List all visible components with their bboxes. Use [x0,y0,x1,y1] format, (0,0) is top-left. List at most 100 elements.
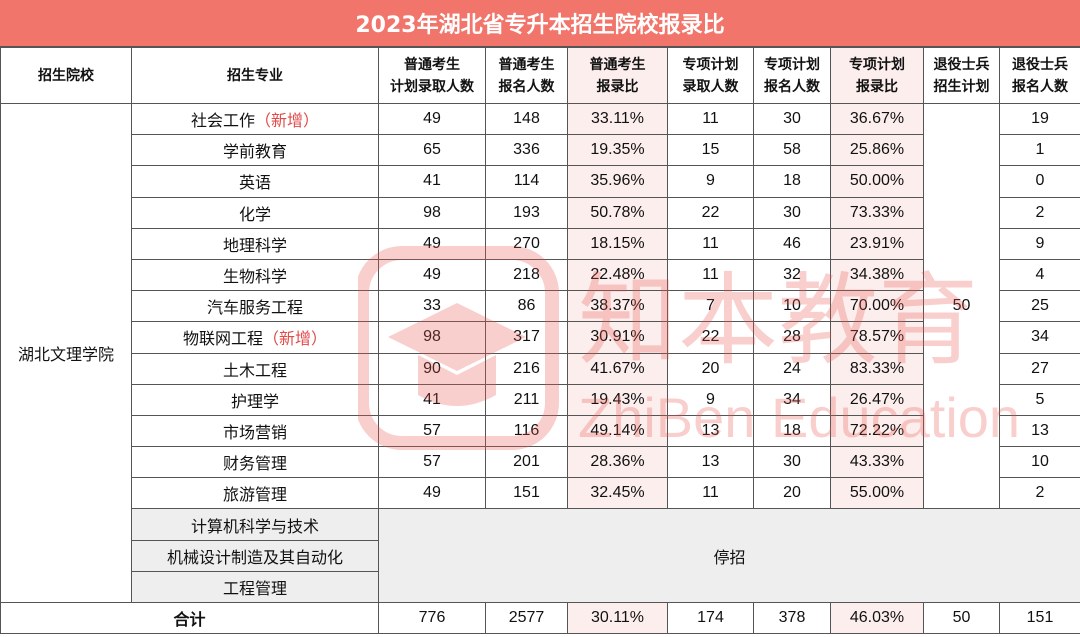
regular-ratio-cell: 22.48% [567,258,668,292]
major-name: 护理学 [131,383,379,416]
table-row: 生物科学 49 218 22.48% 11 32 34.38% 4 [1,258,1080,292]
header-regular-plan: 普通考生 计划录取人数 [378,47,486,104]
total-regular-applicants: 2577 [485,601,568,635]
veteran-applicants-cell: 2 [999,477,1080,510]
regular-ratio-cell: 33.11% [567,102,668,136]
special-applicants-cell: 20 [753,477,831,510]
regular-plan-cell: 57 [378,446,486,479]
table-row: 化学 98 193 50.78% 22 30 73.33% 2 [1,196,1080,229]
regular-plan-cell: 49 [378,227,486,260]
major-label: 旅游管理 [222,485,287,505]
total-regular-plan: 776 [378,601,486,635]
total-special-ratio: 46.03% [830,601,924,635]
special-ratio-cell: 43.33% [830,446,924,479]
table-body: 湖北文理学院 社会工作（新增） 49 148 33.11% 11 30 36.67% 50 19 学… [0,102,1080,635]
special-plan-cell: 9 [667,165,754,198]
veteran-applicants-cell: 0 [999,165,1080,198]
regular-applicants-cell: 216 [485,352,568,385]
special-plan-cell: 15 [667,134,754,167]
special-ratio-cell: 50.00% [830,165,924,198]
regular-applicants-cell: 86 [485,290,568,323]
regular-ratio-cell: 30.91% [567,321,668,354]
veteran-applicants-cell: 4 [999,258,1080,292]
major-name: 化学 [131,196,379,229]
regular-plan-cell: 57 [378,414,486,448]
major-name: 物联网工程（新增） [131,321,379,354]
veteran-applicants-cell: 34 [999,321,1080,354]
major-name: 旅游管理 [131,477,379,510]
header-special-applicants: 专项计划 报名人数 [753,47,831,104]
regular-ratio-cell: 38.37% [567,290,668,323]
total-special-applicants: 378 [753,601,831,635]
major-name: 地理科学 [131,227,379,260]
regular-applicants-cell: 336 [485,134,568,167]
special-ratio-cell: 26.47% [830,383,924,416]
regular-applicants-cell: 148 [485,102,568,136]
special-ratio-cell: 36.67% [830,102,924,136]
table-row: 财务管理 57 201 28.36% 13 30 43.33% 10 [1,446,1080,479]
special-ratio-cell: 23.91% [830,227,924,260]
major-label: 社会工作 [190,111,255,131]
veteran-applicants-cell: 9 [999,227,1080,260]
regular-plan-cell: 49 [378,258,486,292]
table-row: 英语 41 114 35.96% 9 18 50.00% 0 [1,165,1080,198]
stopped-label: 停招 [378,508,1080,603]
total-special-plan: 174 [667,601,754,635]
new-tag: （新增） [255,111,320,131]
special-ratio-cell: 34.38% [830,258,924,292]
regular-plan-cell: 90 [378,352,486,385]
stopped-major-name: 机械设计制造及其自动化 [131,539,379,572]
special-plan-cell: 22 [667,321,754,354]
regular-plan-cell: 41 [378,383,486,416]
regular-applicants-cell: 218 [485,258,568,292]
regular-ratio-cell: 35.96% [567,165,668,198]
stopped-major-name: 工程管理 [131,570,379,604]
table-row: 市场营销 57 116 49.14% 13 18 72.22% 13 [1,414,1080,448]
special-plan-cell: 11 [667,227,754,260]
table-row: 护理学 41 211 19.43% 9 34 26.47% 5 [1,383,1080,416]
special-plan-cell: 7 [667,290,754,323]
special-applicants-cell: 30 [753,446,831,479]
special-plan-cell: 13 [667,414,754,448]
special-applicants-cell: 10 [753,290,831,323]
special-applicants-cell: 34 [753,383,831,416]
total-row: 合计 776 2577 30.11% 174 378 46.03% 50 151 [0,601,1080,635]
header-special-ratio: 专项计划 报录比 [830,47,924,104]
regular-ratio-cell: 18.15% [567,227,668,260]
special-applicants-cell: 18 [753,165,831,198]
regular-ratio-cell: 28.36% [567,446,668,479]
veteran-applicants-cell: 27 [999,352,1080,385]
regular-applicants-cell: 317 [485,321,568,354]
veteran-plan-cell: 50 [923,102,1000,510]
special-ratio-cell: 70.00% [830,290,924,323]
special-applicants-cell: 30 [753,196,831,229]
regular-applicants-cell: 270 [485,227,568,260]
header-special-plan: 专项计划 录取人数 [667,47,754,104]
table-row: 湖北文理学院 社会工作（新增） 49 148 33.11% 11 30 36.67% 50 19 [0,102,1080,603]
header-row: 招生院校 招生专业 普通考生 计划录取人数 普通考生 报名人数 普通考生 报录比 专项… [0,47,1080,104]
major-name: 财务管理 [131,446,379,479]
special-plan-cell: 9 [667,383,754,416]
special-applicants-cell: 28 [753,321,831,354]
table-row: 汽车服务工程 33 86 38.37% 7 10 70.00% 25 [1,290,1080,323]
special-applicants-cell: 24 [753,352,831,385]
regular-applicants-cell: 116 [485,414,568,448]
total-label: 合计 [0,601,379,635]
major-name: 汽车服务工程 [131,290,379,323]
special-plan-cell: 11 [667,102,754,136]
regular-applicants-cell: 211 [485,383,568,416]
major-label: 生物科学 [222,267,287,287]
veteran-applicants-cell: 2 [999,196,1080,229]
regular-ratio-cell: 19.35% [567,134,668,167]
regular-ratio-cell: 49.14% [567,414,668,448]
table-title: 2023年湖北省专升本招生院校报录比 [0,0,1080,47]
school-name: 湖北文理学院 [0,103,132,603]
regular-plan-cell: 49 [378,102,486,136]
veteran-applicants-cell: 13 [999,414,1080,448]
regular-ratio-cell: 32.45% [567,477,668,510]
special-applicants-cell: 58 [753,134,831,167]
major-name: 社会工作（新增） [131,102,379,136]
special-ratio-cell: 25.86% [830,134,924,167]
regular-applicants-cell: 151 [485,477,568,510]
regular-ratio-cell: 19.43% [567,383,668,416]
